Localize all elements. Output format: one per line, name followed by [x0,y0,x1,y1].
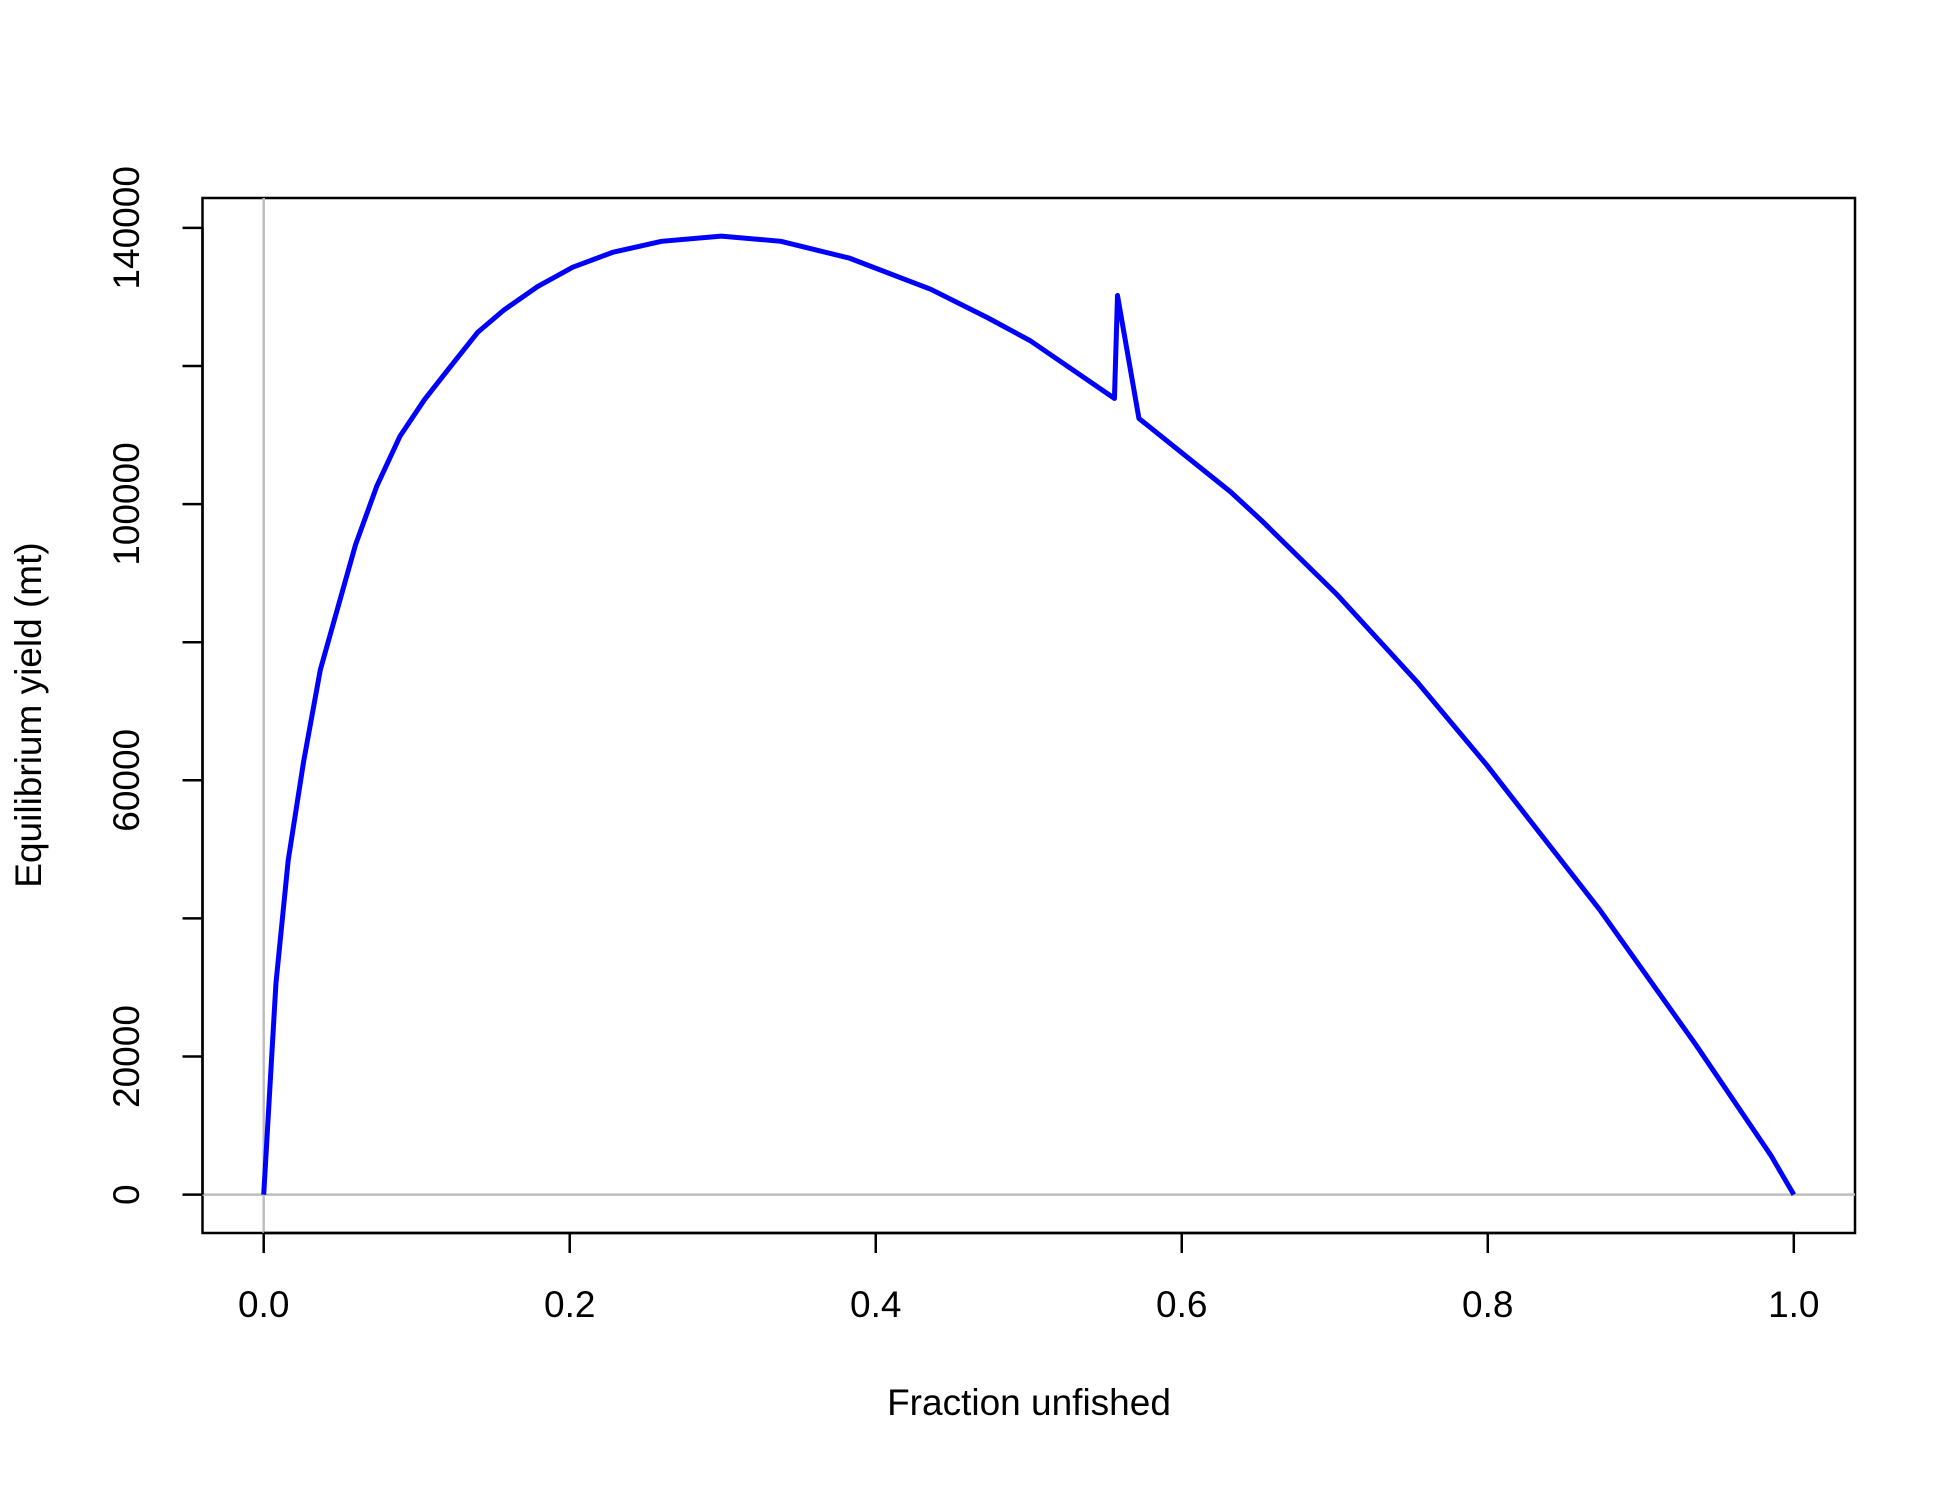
x-tick-label: 0.2 [544,1284,595,1325]
y-tick-label: 0 [106,1184,147,1205]
x-axis-label: Fraction unfished [887,1382,1171,1423]
x-tick-label: 1.0 [1768,1284,1819,1325]
x-tick-label: 0.4 [850,1284,901,1325]
y-tick-label: 100000 [106,442,147,565]
y-tick-label: 60000 [106,729,147,832]
plot-frame [201,196,1857,1235]
x-tick-label: 0.8 [1462,1284,1513,1325]
y-tick-label: 20000 [106,1005,147,1108]
y-tick-label: 140000 [106,166,147,289]
x-tick-label: 0.6 [1156,1284,1207,1325]
x-tick-label: 0.0 [238,1284,289,1325]
data-line [261,233,1796,1196]
y-axis-label: Equilibrium yield (mt) [8,542,49,887]
